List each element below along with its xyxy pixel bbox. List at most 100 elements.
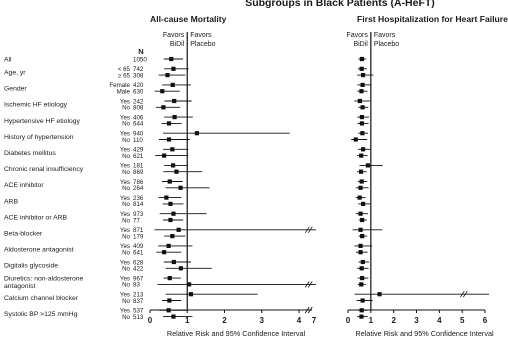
x-tick-label: 6 bbox=[483, 316, 488, 325]
point-estimate bbox=[174, 169, 179, 174]
subgroup-label: Female bbox=[109, 82, 130, 89]
n-value: 409 bbox=[133, 243, 144, 250]
point-estimate bbox=[360, 147, 366, 152]
point-estimate bbox=[359, 282, 364, 287]
x-tick-label: 1 bbox=[369, 316, 374, 325]
n-value: 742 bbox=[133, 66, 144, 73]
group-label: Chronic renal insufficiency bbox=[4, 166, 84, 173]
n-value: 110 bbox=[133, 137, 143, 144]
point-estimate bbox=[187, 282, 192, 287]
point-estimate bbox=[167, 298, 172, 303]
subgroup-label: No bbox=[122, 282, 130, 289]
subgroup-label: Yes bbox=[120, 211, 130, 218]
point-estimate bbox=[171, 314, 176, 319]
x-tick-label: 2 bbox=[391, 316, 396, 325]
favors-left-label-1: Favors bbox=[163, 32, 185, 39]
n-value: 236 bbox=[133, 195, 144, 202]
x-tick-label: 3 bbox=[414, 316, 419, 325]
x-tick-label: 4 bbox=[297, 316, 302, 325]
point-estimate bbox=[359, 179, 364, 184]
group-label: Ischemic HF etiology bbox=[4, 102, 68, 109]
point-estimate bbox=[360, 298, 365, 303]
group-label: ACE inhibitor or ARB bbox=[4, 214, 68, 221]
favors-right-label-2: Placebo bbox=[374, 41, 399, 48]
subgroup-label: No bbox=[122, 153, 130, 160]
subgroup-label: No bbox=[122, 298, 130, 305]
subgroup-label: No bbox=[122, 233, 130, 240]
point-estimate bbox=[167, 276, 172, 281]
group-label: Diuretics: non-aldosterone antagonist bbox=[4, 276, 84, 291]
favors-left-label-2: BiDil bbox=[170, 41, 185, 48]
favors-left-label-1: Favors bbox=[346, 32, 368, 39]
point-estimate bbox=[360, 105, 365, 110]
subgroup-label: No bbox=[122, 105, 130, 112]
point-estimate bbox=[360, 276, 365, 281]
point-estimate bbox=[377, 292, 382, 297]
subgroup-label: No bbox=[122, 266, 130, 273]
point-estimate bbox=[166, 243, 171, 248]
n-value: 628 bbox=[133, 259, 144, 266]
point-estimate bbox=[359, 89, 364, 94]
x-tick-label: 3 bbox=[259, 316, 264, 325]
group-label: Hypertensive HF etiology bbox=[4, 118, 81, 125]
group-label: Beta-blocker bbox=[4, 230, 43, 237]
point-estimate bbox=[168, 201, 173, 206]
point-estimate bbox=[169, 56, 174, 62]
n-value: 513 bbox=[133, 314, 144, 321]
chart-panels: All-cause Mortality Favors BiDil Favors Plac… bbox=[148, 14, 508, 338]
point-estimate bbox=[358, 250, 363, 255]
group-label: Diabetes mellitus bbox=[4, 150, 56, 157]
n-value: 308 bbox=[133, 72, 144, 79]
point-estimate bbox=[167, 179, 172, 184]
point-estimate bbox=[360, 82, 365, 87]
point-estimate bbox=[162, 250, 167, 255]
favors-right-label-1: Favors bbox=[374, 32, 396, 39]
point-estimate bbox=[360, 201, 366, 206]
n-value: 644 bbox=[133, 121, 144, 128]
subgroup-label: Male bbox=[117, 89, 131, 96]
point-estimate bbox=[359, 56, 365, 62]
x-tick-label: 7 bbox=[312, 316, 317, 325]
point-estimate bbox=[160, 89, 165, 94]
n-value: 77 bbox=[133, 217, 140, 224]
n-value: 837 bbox=[133, 298, 144, 305]
point-estimate bbox=[170, 163, 176, 168]
point-estimate bbox=[359, 153, 364, 158]
x-tick-label: 4 bbox=[437, 316, 442, 325]
point-estimate bbox=[176, 227, 181, 232]
point-estimate bbox=[170, 82, 175, 87]
subgroup-label: Yes bbox=[120, 179, 130, 186]
n-value: 422 bbox=[133, 266, 144, 273]
point-estimate bbox=[360, 131, 365, 136]
subgroup-label: No bbox=[122, 201, 130, 208]
x-tick-label: 0 bbox=[346, 316, 351, 325]
subgroup-label: No bbox=[122, 314, 130, 321]
point-estimate bbox=[360, 217, 365, 223]
n-value: 973 bbox=[133, 211, 144, 218]
point-estimate bbox=[162, 153, 167, 158]
point-estimate bbox=[171, 211, 176, 216]
group-label: Age, yr bbox=[4, 69, 26, 76]
n-value: 264 bbox=[133, 185, 144, 192]
n-value: 537 bbox=[133, 308, 144, 315]
point-estimate bbox=[353, 137, 358, 142]
point-estimate bbox=[359, 115, 365, 120]
point-estimate bbox=[161, 105, 166, 110]
subgroup-label: No bbox=[122, 250, 130, 257]
point-estimate bbox=[172, 115, 177, 120]
point-estimate bbox=[365, 163, 370, 168]
row-labels: All 1050 Age, yr < 65 742≥ 65 308 Gender Female… bbox=[4, 56, 147, 321]
ci-break-mark bbox=[304, 226, 313, 234]
subgroup-label: Yes bbox=[120, 259, 130, 266]
point-estimate bbox=[358, 227, 363, 232]
n-value: 808 bbox=[133, 105, 144, 112]
group-label: History of hypertension bbox=[4, 134, 74, 141]
panel-title: All-cause Mortality bbox=[150, 14, 227, 24]
point-estimate bbox=[165, 73, 170, 78]
subgroup-label: Yes bbox=[120, 147, 130, 154]
subgroup-label: Yes bbox=[120, 227, 130, 234]
x-tick-label: 0 bbox=[148, 316, 153, 325]
subgroup-label: No bbox=[122, 121, 130, 128]
group-label: ARB bbox=[4, 198, 18, 205]
